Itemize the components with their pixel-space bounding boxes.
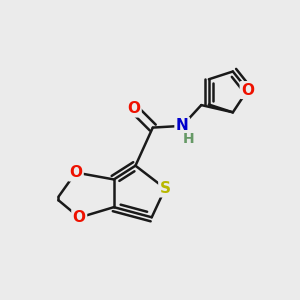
Text: H: H — [183, 132, 194, 146]
Text: O: O — [241, 82, 254, 98]
Text: O: O — [69, 165, 82, 180]
Text: N: N — [176, 118, 189, 134]
Text: O: O — [127, 101, 140, 116]
Text: S: S — [160, 181, 171, 196]
Text: O: O — [73, 210, 86, 225]
